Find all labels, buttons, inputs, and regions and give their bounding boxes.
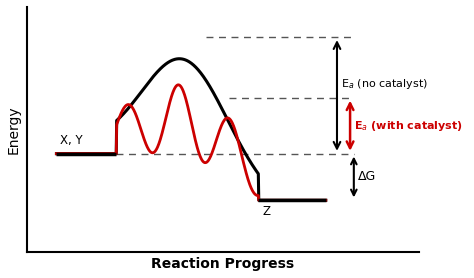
- Text: E$_a$ (with catalyst): E$_a$ (with catalyst): [354, 119, 463, 133]
- Y-axis label: Energy: Energy: [7, 105, 21, 153]
- Text: E$_a$ (no catalyst): E$_a$ (no catalyst): [341, 77, 428, 91]
- Text: ΔG: ΔG: [357, 170, 376, 183]
- Text: X, Y: X, Y: [60, 134, 83, 147]
- X-axis label: Reaction Progress: Reaction Progress: [151, 257, 294, 271]
- Text: Z: Z: [262, 205, 270, 218]
